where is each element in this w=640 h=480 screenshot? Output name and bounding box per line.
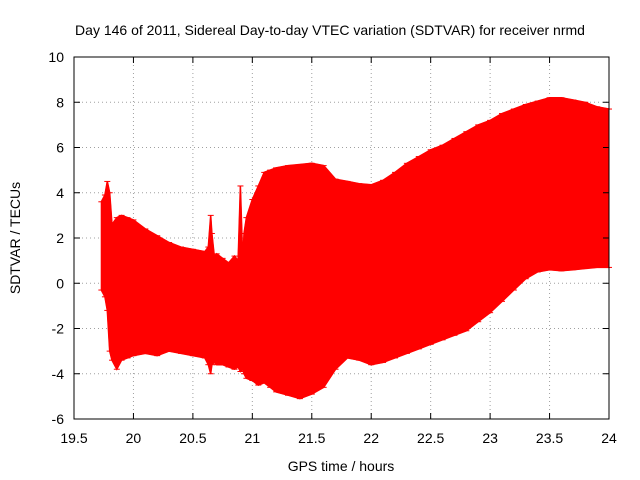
chart-title: Day 146 of 2011, Sidereal Day-to-day VTE… bbox=[75, 22, 585, 38]
tick-marks bbox=[73, 56, 610, 420]
x-tick-label: 21 bbox=[245, 430, 261, 446]
data-series bbox=[98, 96, 612, 400]
x-tick-label: 23 bbox=[482, 430, 498, 446]
x-tick-label: 23.5 bbox=[536, 430, 563, 446]
x-tick-label: 19.5 bbox=[60, 430, 87, 446]
tick-labels: 19.5 20 20.5 21 21.5 22 22.5 23 23.5 24-6-4-20246… bbox=[48, 49, 617, 446]
y-tick-label: 6 bbox=[56, 140, 64, 156]
y-tick-label: 4 bbox=[56, 185, 64, 201]
y-tick-label: 10 bbox=[48, 49, 64, 65]
x-tick-label: 20 bbox=[126, 430, 142, 446]
y-tick-label: 8 bbox=[56, 94, 64, 110]
y-tick-label: 0 bbox=[56, 275, 64, 291]
y-axis-label: SDTVAR / TECUs bbox=[7, 182, 23, 294]
x-tick-label: 24 bbox=[601, 430, 617, 446]
x-tick-label: 22.5 bbox=[417, 430, 444, 446]
y-tick-label: -6 bbox=[52, 411, 65, 427]
x-tick-label: 21.5 bbox=[298, 430, 325, 446]
y-tick-label: 2 bbox=[56, 230, 64, 246]
x-tick-label: 22 bbox=[363, 430, 379, 446]
x-tick-label: 20.5 bbox=[179, 430, 206, 446]
y-tick-label: -2 bbox=[52, 321, 65, 337]
y-tick-label: -4 bbox=[52, 366, 65, 382]
x-axis-label: GPS time / hours bbox=[288, 458, 395, 474]
